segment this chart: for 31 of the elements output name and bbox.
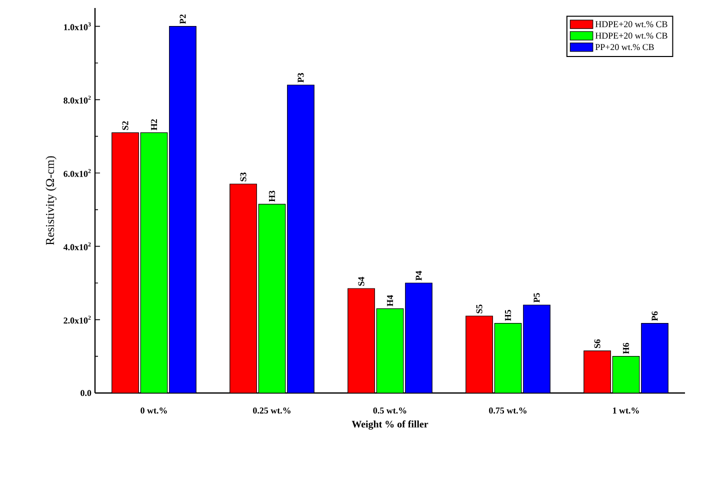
y-tick-label: 8.0x10$^{2}$ [64, 96, 91, 104]
x-tick-label: 0.75 wt.% [489, 407, 526, 414]
data-label: S2 [122, 121, 128, 130]
x-axis-title: Weight % of filler [352, 420, 428, 430]
data-label: P5 [534, 293, 540, 303]
data-label: P6 [652, 311, 658, 321]
data-label: H2 [151, 119, 157, 130]
y-axis-title: Resistivity (Ω-cm) [46, 156, 56, 245]
legend-label: PP+20 wt.% CB [595, 44, 654, 50]
y-tick-label: 6.0x10$^{2}$ [64, 169, 91, 177]
x-tick-label: 0.5 wt.% [373, 407, 406, 414]
legend-label: HDPE+20 wt.% CB [595, 32, 668, 39]
x-tick-label: 0.25 wt.% [253, 407, 290, 414]
data-label: S6 [594, 339, 600, 348]
data-label: S4 [358, 276, 364, 286]
data-label: H6 [622, 342, 630, 354]
y-tick-label: 4.0x10$^{2}$ [63, 242, 91, 250]
x-tick-label: 1 wt.% [613, 407, 639, 414]
legend-label: HDPE+20 wt.% CB [595, 21, 668, 28]
data-label: H3 [268, 190, 276, 202]
y-tick-label: 2.0x10$^{2}$ [64, 316, 91, 324]
x-tick-label: 0 wt.% [140, 407, 167, 414]
data-label: H5 [505, 310, 511, 321]
data-label: P2 [180, 14, 186, 24]
data-label: P4 [416, 270, 422, 281]
data-label: S3 [240, 172, 246, 182]
data-label: S5 [476, 304, 482, 314]
data-label: H4 [387, 295, 393, 306]
data-label: P3 [298, 73, 304, 83]
y-tick-label: 1.0x10$^{3}$ [64, 22, 91, 30]
y-tick-label: 0.0 [80, 390, 92, 396]
